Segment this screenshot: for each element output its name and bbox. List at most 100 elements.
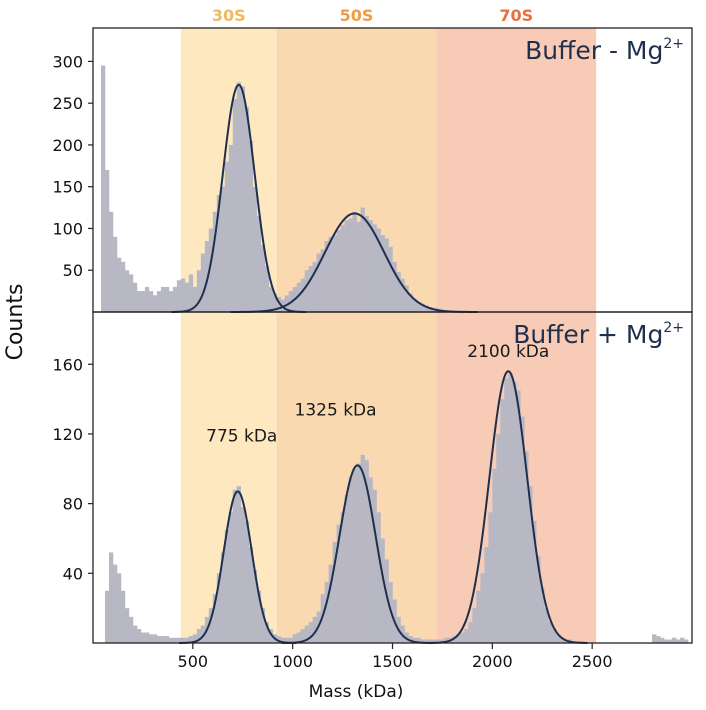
histogram-bar [348,477,353,643]
histogram-bar [248,140,254,312]
histogram-bar [120,261,126,312]
fit-curve [428,370,588,644]
histogram-bar [196,629,202,643]
histogram-bar [560,637,565,643]
histogram-bar [540,587,545,643]
histogram-bar [148,634,154,643]
histogram-bar [420,639,425,643]
histogram-bar [360,454,365,643]
histogram-bar [120,590,126,643]
histogram-bar [364,460,369,643]
histogram-bar [468,622,473,643]
histogram-bar [208,228,214,312]
histogram-bar [416,301,421,312]
axes [88,27,693,649]
histogram-bar [376,228,381,312]
histogram-bar [652,634,657,643]
histogram-bar [256,215,262,312]
histogram-bar [172,286,178,312]
histogram-bar [124,270,130,312]
histogram-bar [384,559,389,643]
x-tick-label: 1500 [372,652,413,671]
histogram-bar [464,629,469,643]
histogram-bar [452,636,457,643]
histogram-bar [508,372,513,643]
panel-title-superscript: 2+ [663,320,684,336]
histogram-bar [356,463,361,643]
histogram-bar [312,616,317,643]
histogram-bar [144,286,150,312]
histogram-bar [372,224,377,312]
histogram-bar [332,541,337,643]
histogram-bar [156,291,162,312]
histogram-bar [304,625,309,643]
histogram-bar [520,416,525,643]
peak-label: 775 kDa [206,426,277,446]
histogram-bar [368,477,373,643]
region-label-70s: 70S [499,6,533,25]
histogram-bar [264,266,270,312]
histogram-bar [408,636,413,643]
histogram-bar [220,552,226,643]
histogram-bar [472,608,477,643]
histogram-bar [188,274,194,312]
histogram-bar [184,637,190,643]
histogram-bar [248,547,254,643]
histogram-bar [240,507,246,643]
histogram-bar [180,278,186,312]
histogram-bar [388,246,393,312]
y-tick-label: 150 [52,178,83,197]
panel-title-text: Buffer - Mg [525,36,663,65]
top-panel-bars [100,65,441,313]
histogram-bar [656,636,661,643]
y-axis-label: Counts [3,284,28,361]
panel-title: Buffer + Mg2+ [513,320,684,349]
histogram-bar [268,629,273,643]
histogram-bar [428,306,433,312]
region-bands [180,28,597,643]
histogram-bar [440,639,445,643]
histogram-bar [328,236,333,312]
histogram-bar [144,632,150,643]
histogram-bar [340,512,345,643]
histogram-bar [344,494,349,643]
histogram-bar [104,590,110,643]
histogram-bar [208,608,214,643]
histogram-bar [544,608,549,643]
histogram-bar [256,590,262,643]
histogram-bar [684,639,689,643]
histogram-bar [340,225,345,312]
histogram-bar [260,608,266,643]
y-tick-label: 250 [52,94,83,113]
histogram-bar [384,238,389,312]
peak-label: 1325 kDa [295,400,377,420]
histogram-bar [284,637,289,643]
histogram-bar [216,195,222,312]
fit-curve [230,212,479,313]
histogram-bar [180,637,186,643]
y-tick-label: 50 [63,261,83,280]
histogram-bar [220,186,226,312]
histogram-bar [276,296,281,312]
histogram-bar [528,486,533,643]
histogram-bar [424,639,429,643]
histogram-bar [284,295,289,312]
histogram-bar [376,512,381,643]
histogram-bar [228,512,234,643]
histogram-bar [660,637,665,643]
region-label-50s: 50S [340,6,374,25]
histogram-bar [108,552,114,643]
histogram-bar [240,86,246,313]
histogram-bar [192,634,198,643]
histogram-bar [200,625,206,643]
histogram-bar [680,637,685,643]
histogram-bar [188,636,194,643]
histogram-bar [196,270,202,312]
y-tick-label: 100 [52,219,83,238]
histogram-bar [168,291,174,312]
histogram-bar [664,639,669,643]
histogram-bar [312,261,317,312]
histogram-bar [460,632,465,643]
